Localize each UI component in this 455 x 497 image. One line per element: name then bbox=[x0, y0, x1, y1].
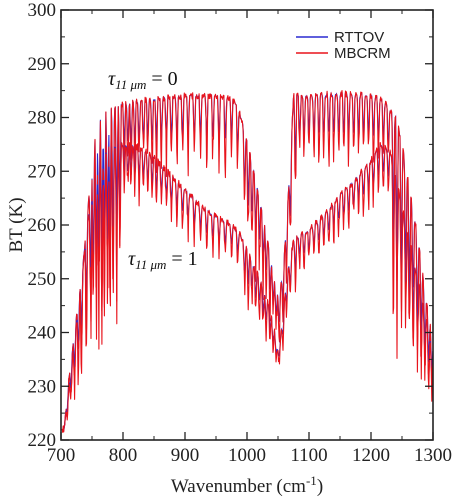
plot-frame bbox=[60, 9, 434, 441]
x-axis-title-sup: -1 bbox=[306, 473, 317, 488]
y-tick-label: 230 bbox=[28, 376, 57, 397]
y-tick-label: 260 bbox=[28, 215, 57, 236]
y-tick-label: 240 bbox=[28, 323, 57, 344]
annotation-tau-1: τ11 μm = 1 bbox=[128, 248, 198, 272]
y-tick-label: 300 bbox=[28, 0, 57, 21]
y-tick-label: 280 bbox=[28, 108, 57, 129]
x-tick-label: 1200 bbox=[352, 445, 390, 466]
x-tick-label: 800 bbox=[109, 445, 138, 466]
x-axis-title: Wavenumber (cm-1) bbox=[171, 473, 323, 497]
x-tick-label: 1000 bbox=[228, 445, 266, 466]
series-layer bbox=[61, 89, 434, 433]
x-tick-label: 1300 bbox=[414, 445, 452, 466]
y-tick-label: 270 bbox=[28, 161, 57, 182]
y-tick-label: 220 bbox=[28, 430, 57, 451]
x-tick-label: 900 bbox=[171, 445, 200, 466]
y-axis-title: BT (K) bbox=[6, 197, 27, 252]
legend-label-rttov: RTTOV bbox=[334, 29, 384, 46]
x-axis-title-close: ) bbox=[317, 476, 323, 497]
x-tick-label: 1100 bbox=[290, 445, 327, 466]
y-tick-label: 250 bbox=[28, 269, 57, 290]
x-axis-title-main: Wavenumber (cm bbox=[171, 476, 306, 497]
y-tick-label: 290 bbox=[28, 54, 57, 75]
tick-labels: 700 800 900 1000 1100 1200 1300 220 230 240 250 260… bbox=[28, 0, 453, 466]
series-line-mbcrm-tau1 bbox=[61, 141, 434, 433]
legend-label-mbcrm: MBCRM bbox=[334, 45, 391, 62]
legend: RTTOV MBCRM bbox=[296, 29, 391, 62]
svg-text:τ11 μm = 1: τ11 μm = 1 bbox=[128, 248, 198, 272]
x-tick-label: 700 bbox=[47, 445, 76, 466]
